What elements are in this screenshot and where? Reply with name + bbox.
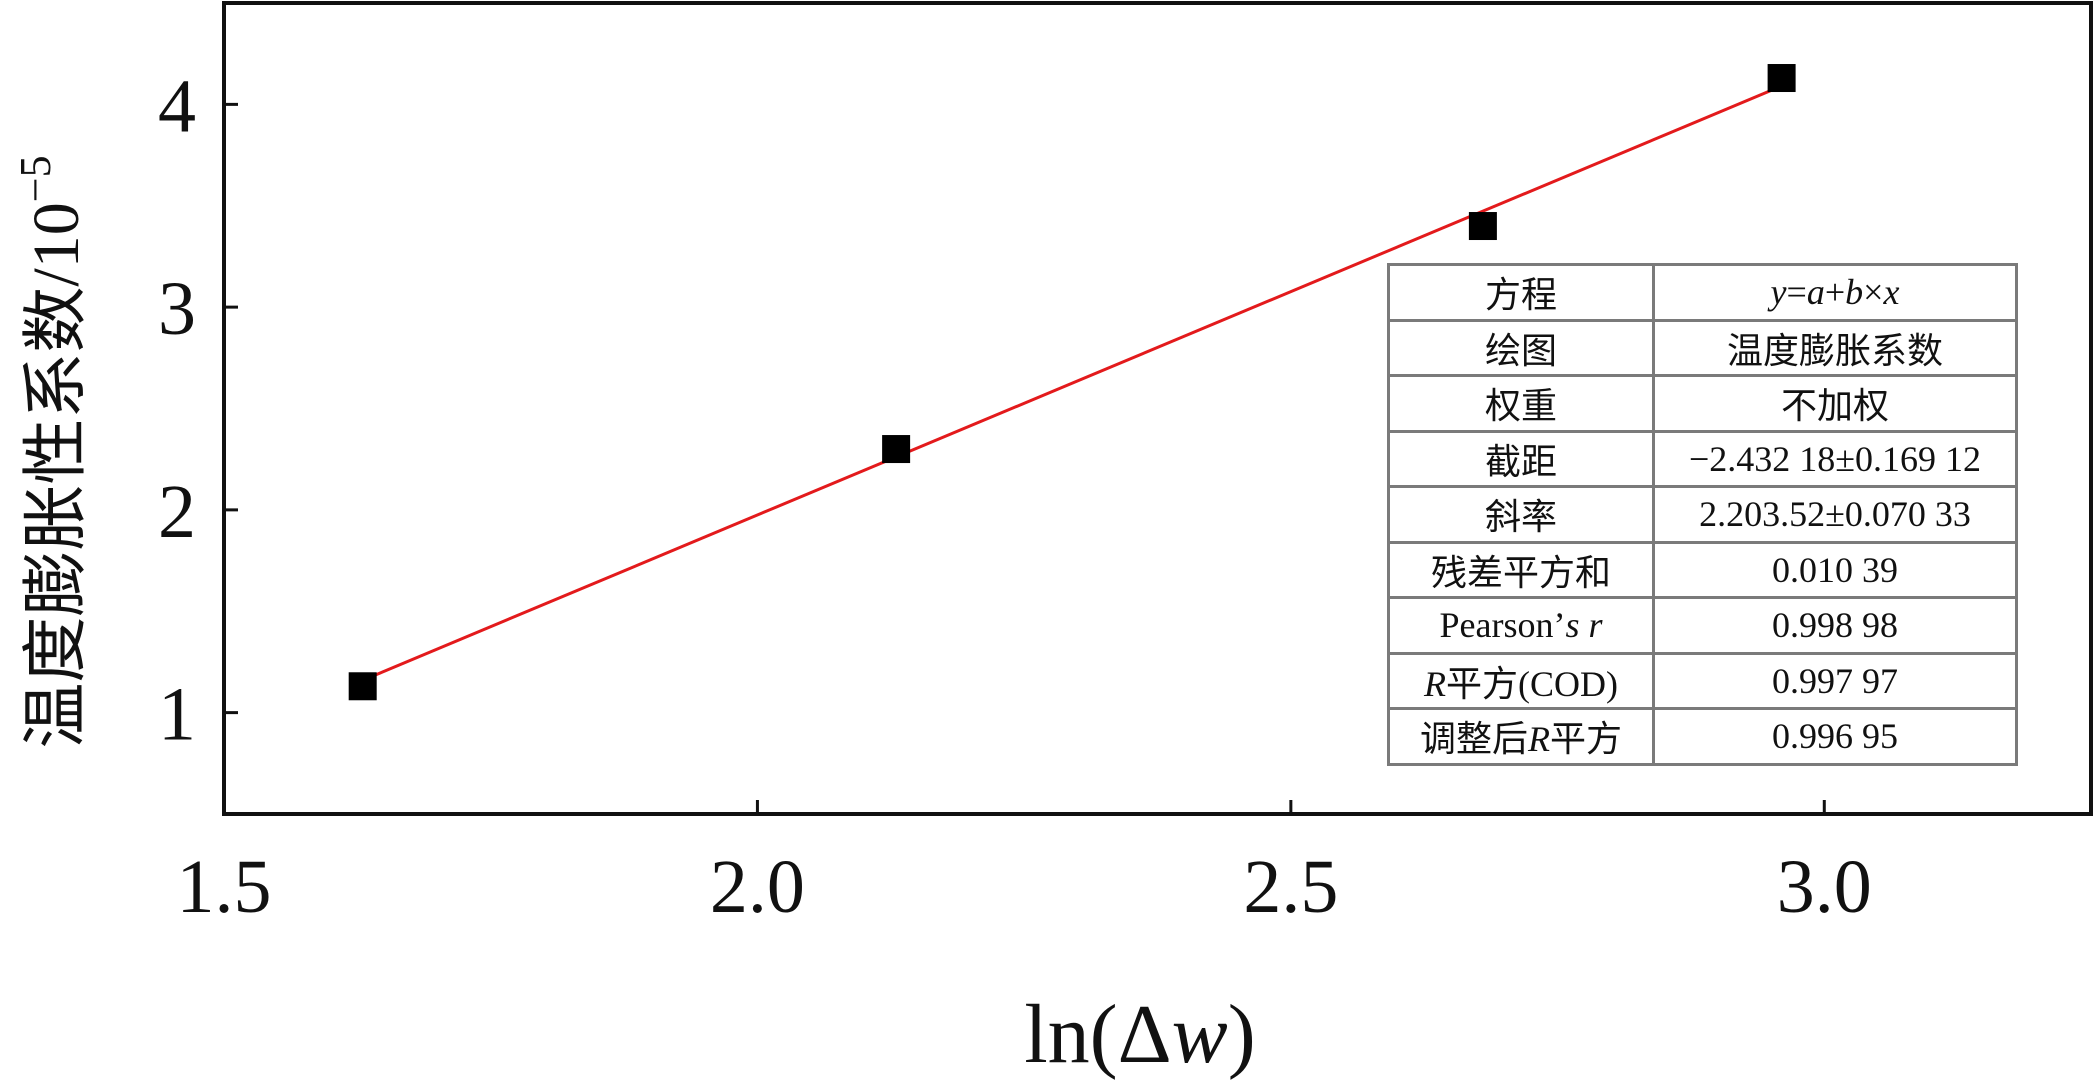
math-variable: y xyxy=(1770,272,1787,313)
cell-text: 0.998 98 xyxy=(1772,605,1898,646)
cell-text: 方程 xyxy=(1484,275,1557,316)
cell-text: 平方 xyxy=(1550,719,1623,760)
x-axis-title-pre: ln(Δ xyxy=(1024,988,1171,1081)
cell-text: ) xyxy=(1606,663,1618,704)
table-row: 调整后R平方 0.996 95 xyxy=(1387,707,2018,766)
y-axis-title: 温度膨胀性系数/10−5 xyxy=(11,155,93,748)
table-key: Pearson’s r xyxy=(1387,596,1655,655)
cell-text: + xyxy=(1824,272,1846,313)
table-value: 0.997 97 xyxy=(1652,651,2018,710)
table-row: 残差平方和 0.010 39 xyxy=(1387,540,2018,599)
table-key: 权重 xyxy=(1387,374,1655,433)
table-row: 绘图 温度膨胀系数 xyxy=(1387,318,2018,377)
table-key: 调整后R平方 xyxy=(1387,707,1655,766)
table-row: 方程 y=a+b×x xyxy=(1387,263,2018,322)
cell-text: 温度膨胀系数 xyxy=(1726,330,1943,371)
table-row: 截距 −2.432 18±0.169 12 xyxy=(1387,429,2018,488)
axes: 1.5 2.0 2.5 3.0 1 2 3 4 xyxy=(158,1,2093,929)
table-value: 温度膨胀系数 xyxy=(1652,318,2018,377)
table-row: Pearson’s r 0.998 98 xyxy=(1387,596,2018,655)
cell-text: 斜率 xyxy=(1484,497,1557,538)
cell-text: 平方( xyxy=(1445,663,1530,704)
table-value: 0.010 39 xyxy=(1652,540,2018,599)
math-variable: R xyxy=(1528,719,1550,760)
cell-text: 绘图 xyxy=(1484,330,1557,371)
table-row: 权重 不加权 xyxy=(1387,374,2018,433)
cell-text: = xyxy=(1786,272,1807,313)
fit-results-table: 方程 y=a+b×x 绘图 温度膨胀系数权重 不加权截距 −2.432 18±0.169 … xyxy=(1387,263,2018,766)
x-tick-label: 1.5 xyxy=(177,845,272,929)
table-key: 残差平方和 xyxy=(1387,540,1655,599)
fit-line xyxy=(362,84,1783,682)
math-variable: b xyxy=(1845,272,1864,313)
table-value: 2.203.52±0.070 33 xyxy=(1652,485,2018,544)
cell-text: 0.996 95 xyxy=(1772,716,1898,757)
x-axis-title-var: w xyxy=(1172,988,1228,1081)
cell-text: 权重 xyxy=(1484,386,1557,427)
plot-area xyxy=(348,64,1796,701)
cell-text: COD xyxy=(1529,663,1606,704)
cell-text: 0.010 39 xyxy=(1772,549,1898,590)
cell-text: Pearson xyxy=(1439,605,1554,646)
data-point-4 xyxy=(1767,64,1796,93)
table-key: 截距 xyxy=(1387,429,1655,488)
data-point-2 xyxy=(882,435,911,464)
cell-text: × xyxy=(1863,272,1884,313)
math-variable: R xyxy=(1423,663,1446,704)
table-value: 不加权 xyxy=(1652,374,2018,433)
math-variable: r xyxy=(1588,605,1603,646)
cell-text: ’ xyxy=(1553,605,1566,646)
data-point-1 xyxy=(348,672,377,701)
math-variable: a xyxy=(1806,272,1825,313)
cell-text: 调整后 xyxy=(1419,719,1528,760)
math-variable: s xyxy=(1565,605,1580,646)
cell-text: 截距 xyxy=(1484,441,1557,482)
y-tick-label: 2 xyxy=(158,470,196,554)
y-tick-label: 3 xyxy=(158,267,196,351)
cell-text: 不加权 xyxy=(1780,386,1889,427)
math-variable: x xyxy=(1883,272,1900,313)
x-axis-title-post: ) xyxy=(1228,988,1256,1081)
x-tick-label: 2.5 xyxy=(1243,845,1338,929)
cell-text: −2.432 18±0.169 12 xyxy=(1688,438,1982,479)
table-value: y=a+b×x xyxy=(1652,263,2018,322)
table-key: 斜率 xyxy=(1387,485,1655,544)
x-tick-label: 3.0 xyxy=(1777,845,1872,929)
table-key: R平方(COD) xyxy=(1387,651,1655,710)
plot-frame xyxy=(222,1,2093,816)
data-point-3 xyxy=(1468,212,1497,241)
table-key: 绘图 xyxy=(1387,318,1655,377)
x-axis-title: ln(Δw) xyxy=(1024,988,1255,1081)
cell-text: 2.203.52±0.070 33 xyxy=(1699,494,1971,535)
table-key: 方程 xyxy=(1387,263,1655,322)
table-row: 斜率 2.203.52±0.070 33 xyxy=(1387,485,2018,544)
y-axis-title-exponent: −5 xyxy=(11,155,60,202)
cell-text: 残差平方和 xyxy=(1430,552,1611,593)
y-tick-label: 4 xyxy=(158,64,196,148)
cell-text: 0.997 97 xyxy=(1772,660,1898,701)
table-value: −2.432 18±0.169 12 xyxy=(1652,429,2018,488)
y-tick-label: 1 xyxy=(158,673,196,757)
table-row: R平方(COD) 0.997 97 xyxy=(1387,651,2018,710)
y-axis-title-main: 温度膨胀性系数/10 xyxy=(20,202,93,748)
x-tick-label: 2.0 xyxy=(710,845,805,929)
table-value: 0.996 95 xyxy=(1652,707,2018,766)
table-value: 0.998 98 xyxy=(1652,596,2018,655)
